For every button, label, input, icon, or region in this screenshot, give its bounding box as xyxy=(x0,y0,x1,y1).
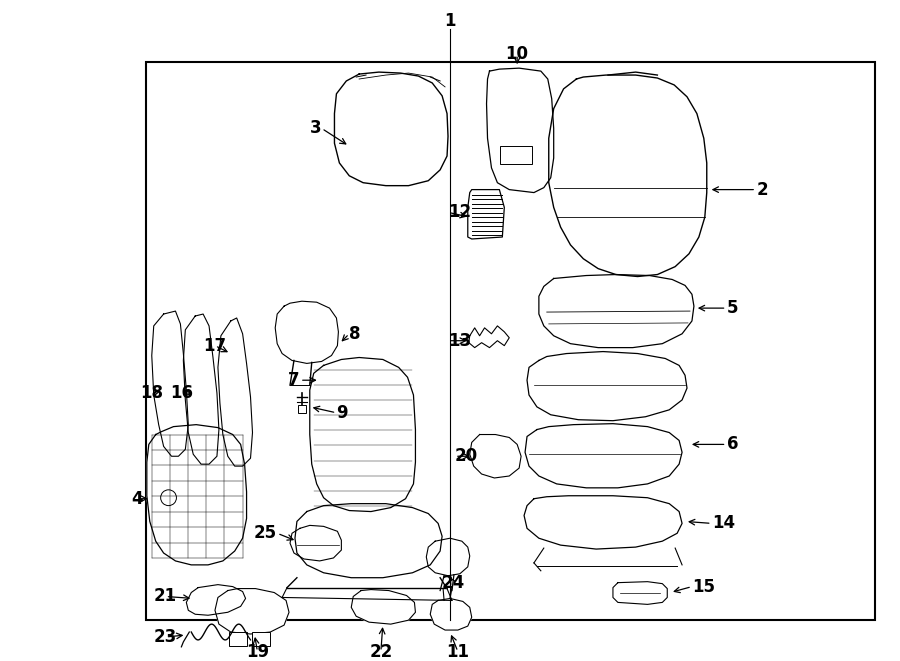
Polygon shape xyxy=(470,434,521,478)
Text: 21: 21 xyxy=(154,588,177,605)
Text: 3: 3 xyxy=(310,120,321,137)
Polygon shape xyxy=(218,318,253,466)
Polygon shape xyxy=(469,326,509,348)
Text: 20: 20 xyxy=(454,447,478,465)
Bar xyxy=(229,632,247,646)
Text: 1: 1 xyxy=(445,12,455,30)
Text: 17: 17 xyxy=(203,336,227,355)
Bar xyxy=(146,62,875,620)
Text: 24: 24 xyxy=(441,574,464,592)
Text: 12: 12 xyxy=(448,204,471,221)
Text: 23: 23 xyxy=(154,628,177,646)
Bar xyxy=(298,405,306,413)
Polygon shape xyxy=(186,584,246,615)
Polygon shape xyxy=(184,314,219,464)
Polygon shape xyxy=(310,358,416,512)
Text: 15: 15 xyxy=(692,578,715,596)
Text: 18: 18 xyxy=(140,384,163,402)
Polygon shape xyxy=(295,504,442,578)
Text: 14: 14 xyxy=(712,514,734,532)
Polygon shape xyxy=(351,590,416,624)
Text: 7: 7 xyxy=(288,371,300,389)
Text: 16: 16 xyxy=(170,384,193,402)
Polygon shape xyxy=(290,525,341,561)
Polygon shape xyxy=(487,68,554,192)
Text: 5: 5 xyxy=(726,299,738,317)
Text: 25: 25 xyxy=(254,524,277,542)
Polygon shape xyxy=(539,274,694,348)
Text: 4: 4 xyxy=(131,490,143,508)
Polygon shape xyxy=(152,311,188,456)
Text: 6: 6 xyxy=(726,436,738,453)
Text: 11: 11 xyxy=(446,642,470,661)
Polygon shape xyxy=(613,582,667,604)
Bar xyxy=(500,146,532,164)
Bar xyxy=(253,632,270,646)
Text: 22: 22 xyxy=(369,642,392,661)
Polygon shape xyxy=(147,424,247,565)
Polygon shape xyxy=(430,598,472,630)
Polygon shape xyxy=(524,496,682,549)
Text: 13: 13 xyxy=(448,332,471,350)
Text: 8: 8 xyxy=(349,325,361,343)
Text: 19: 19 xyxy=(246,642,269,661)
Polygon shape xyxy=(427,538,470,576)
Text: 9: 9 xyxy=(337,404,348,422)
Text: 10: 10 xyxy=(506,46,528,63)
Polygon shape xyxy=(275,301,338,364)
Text: 2: 2 xyxy=(756,180,768,198)
Polygon shape xyxy=(525,424,682,488)
Polygon shape xyxy=(549,75,706,276)
Polygon shape xyxy=(527,352,687,420)
Polygon shape xyxy=(335,72,448,186)
Polygon shape xyxy=(215,588,289,634)
Polygon shape xyxy=(468,190,504,239)
